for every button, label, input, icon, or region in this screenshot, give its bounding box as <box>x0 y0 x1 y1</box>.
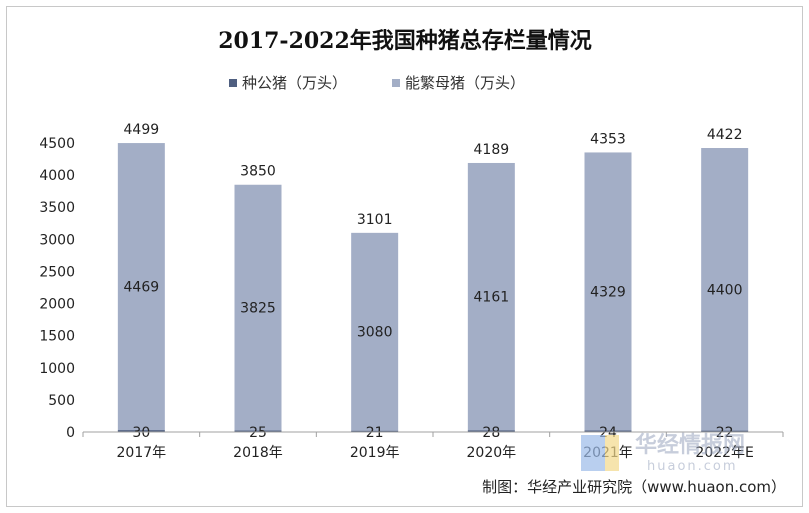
bar-boar <box>117 430 165 432</box>
y-tick-label: 1500 <box>39 329 75 345</box>
watermark-text: 华经情报网 <box>635 432 745 458</box>
data-label-total: 4499 <box>124 122 160 138</box>
data-label-sow: 3080 <box>357 325 393 341</box>
x-tick-label: 2022年E <box>695 445 753 461</box>
bars: 30 4469 4499 25 3825 3850 21 3080 3101 28 4161 4189… <box>117 122 749 441</box>
data-label-boar: 22 <box>716 425 734 441</box>
data-label-total: 4189 <box>474 142 510 158</box>
legend-swatch-1 <box>392 79 400 87</box>
y-tick-label: 0 <box>66 425 75 441</box>
bar-sow <box>584 152 632 431</box>
bar-sow <box>351 232 399 431</box>
bar-boar <box>467 430 515 432</box>
y-tick-label: 4500 <box>39 136 75 152</box>
legend: 种公猪（万头） 能繁母猪（万头） <box>229 74 525 92</box>
bar-sow <box>467 162 515 431</box>
y-tick-label: 4000 <box>39 168 75 184</box>
y-tick-label: 2000 <box>39 297 75 313</box>
y-tick-label: 3500 <box>39 200 75 216</box>
data-label-total: 3101 <box>357 212 393 228</box>
y-axis: 0 500 1000 1500 2000 2500 3000 3500 4000 4500 <box>39 136 75 441</box>
watermark-logo-icon <box>581 435 605 471</box>
chart-title: 2017-2022年我国种猪总存栏量情况 <box>218 28 592 54</box>
data-label-boar: 28 <box>482 425 500 441</box>
bar-sow <box>117 143 165 431</box>
x-tick-label: 2017年 <box>117 445 167 461</box>
legend-swatch-0 <box>229 79 237 87</box>
watermark: 华经情报网 huaon.com <box>581 432 745 474</box>
legend-label-1: 能繁母猪（万头） <box>405 74 525 92</box>
data-label-sow: 4400 <box>707 282 743 298</box>
y-tick-label: 2500 <box>39 264 75 280</box>
bar-sow <box>234 184 282 431</box>
x-tick-label: 2019年 <box>350 445 400 461</box>
bar-boar <box>701 430 749 432</box>
data-label-sow: 3825 <box>240 301 276 317</box>
bar-boar <box>351 430 399 432</box>
bar-boar <box>234 430 282 432</box>
data-label-total: 3850 <box>240 164 276 180</box>
data-label-boar: 25 <box>249 425 267 441</box>
chart-svg: 2017-2022年我国种猪总存栏量情况 种公猪（万头） 能繁母猪（万头） 0 50… <box>39 28 786 496</box>
data-label-boar: 21 <box>366 425 384 441</box>
watermark-subtext: huaon.com <box>647 459 738 474</box>
data-label-sow: 4469 <box>124 280 160 296</box>
data-label-sow: 4329 <box>590 284 626 300</box>
data-label-total: 4353 <box>590 131 626 147</box>
x-tick-label: 2020年 <box>467 445 517 461</box>
legend-label-0: 种公猪（万头） <box>242 74 347 92</box>
y-tick-label: 3000 <box>39 232 75 248</box>
chart-frame: 2017-2022年我国种猪总存栏量情况 种公猪（万头） 能繁母猪（万头） 0 50… <box>6 6 803 507</box>
bar-sow <box>701 148 749 431</box>
data-label-boar: 30 <box>132 425 150 441</box>
y-tick-label: 500 <box>48 393 75 409</box>
bar-boar <box>584 430 632 432</box>
x-tick-label: 2018年 <box>233 445 283 461</box>
data-label-total: 4422 <box>707 127 743 143</box>
y-tick-label: 1000 <box>39 361 75 377</box>
source-note: 制图：华经产业研究院（www.huaon.com） <box>482 478 786 496</box>
data-label-sow: 4161 <box>474 290 510 306</box>
watermark-logo-accent-icon <box>605 435 619 471</box>
